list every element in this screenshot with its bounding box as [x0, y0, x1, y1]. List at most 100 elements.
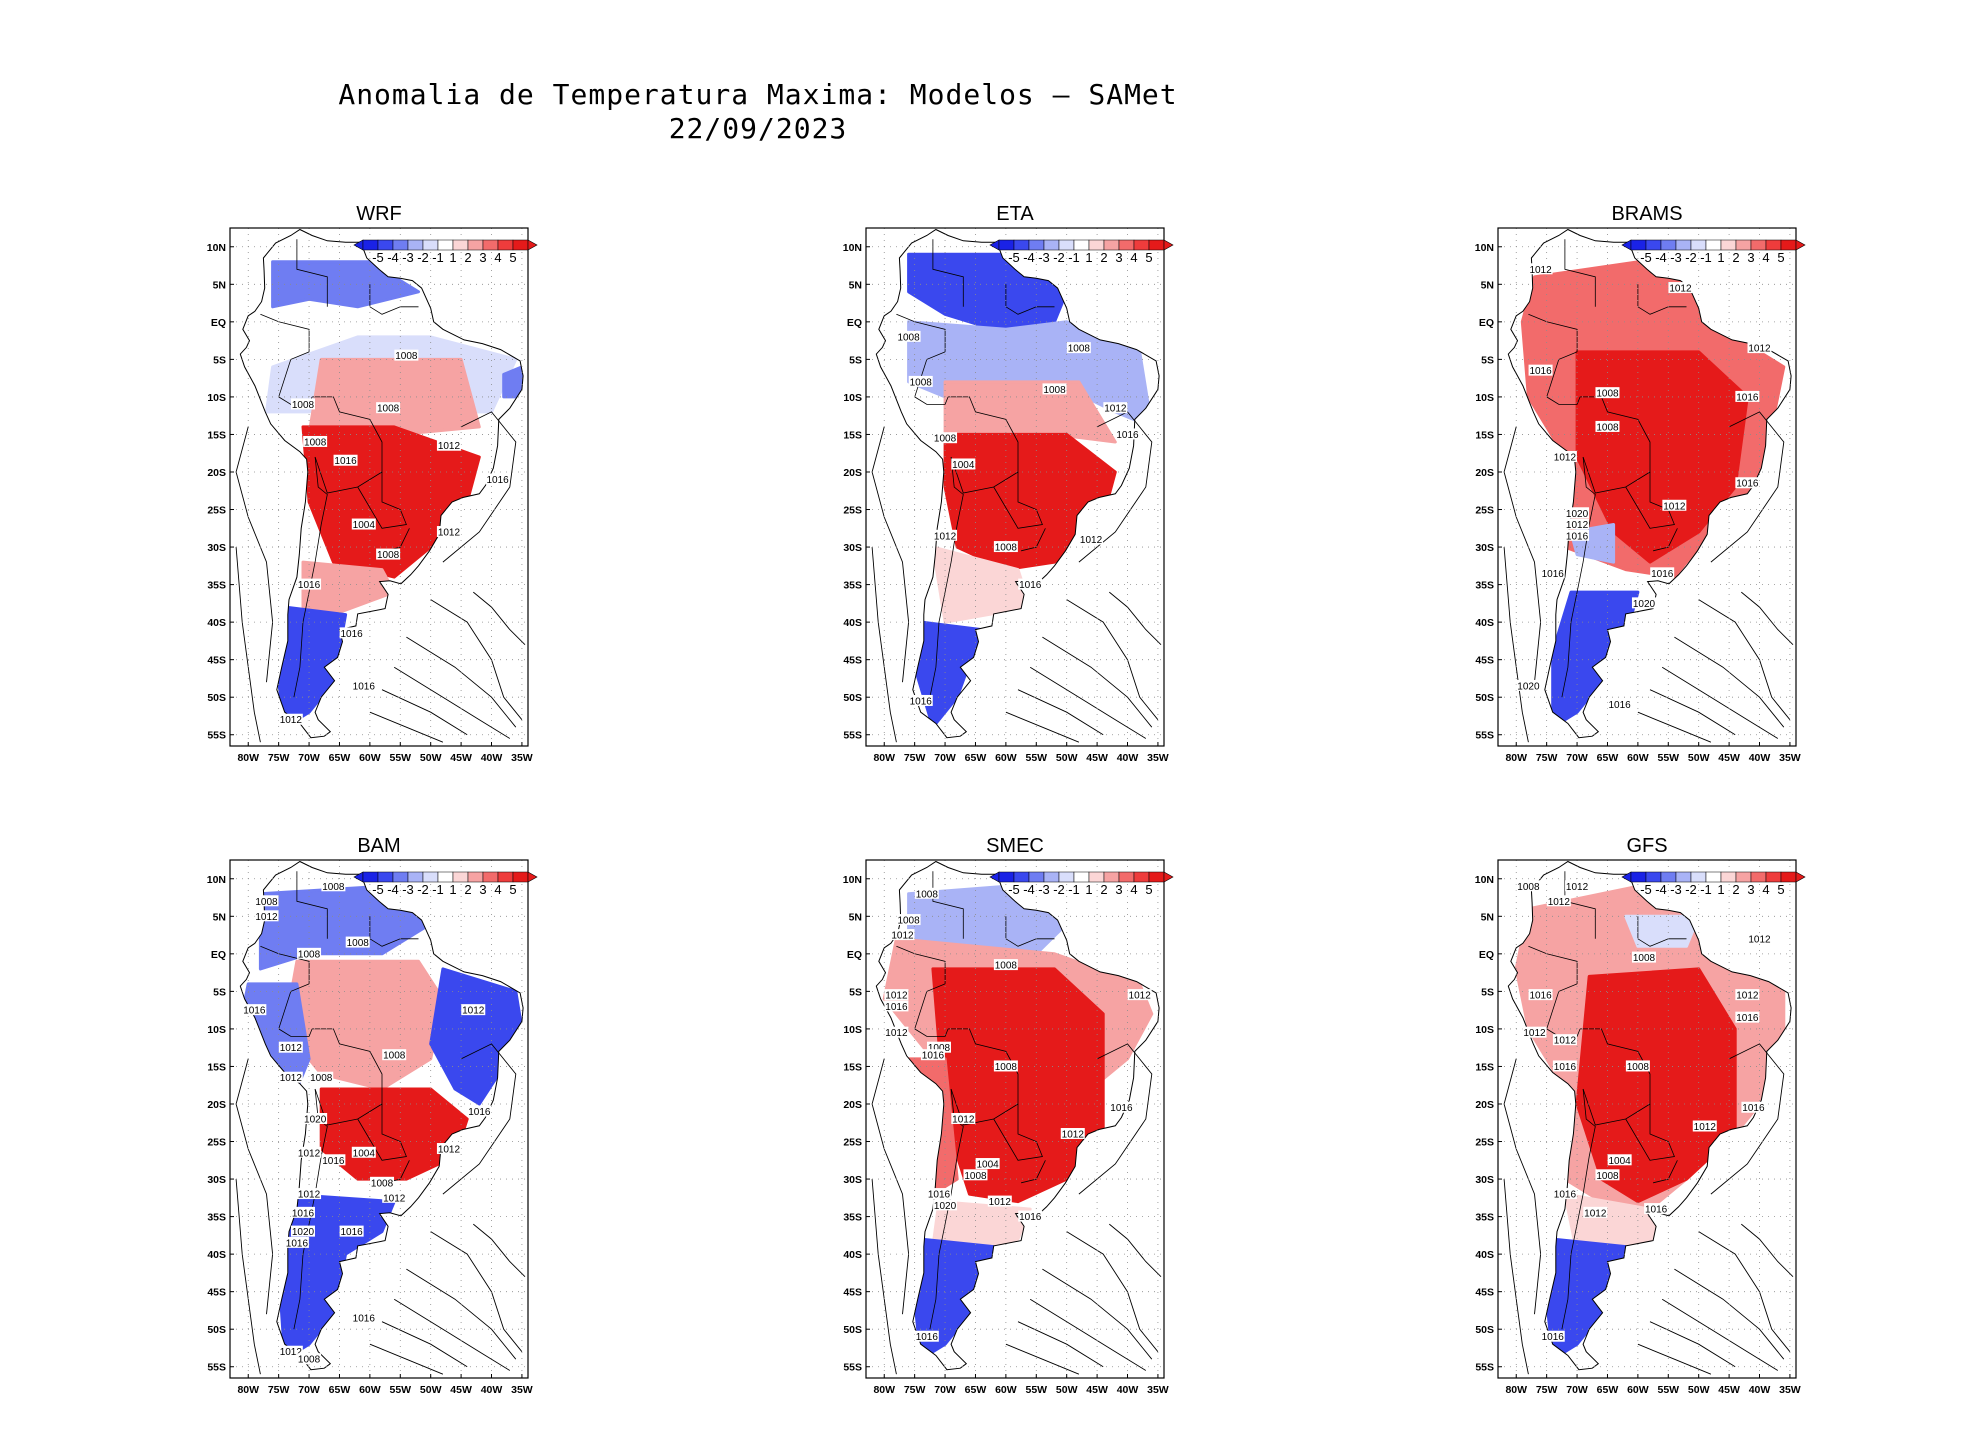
- lon-label: 35W: [1147, 752, 1169, 764]
- isobar-label-bg: [951, 1113, 976, 1124]
- isobar-label-bg: [1668, 282, 1693, 294]
- isobar-line: [1029, 1298, 1147, 1371]
- isobar-line: [430, 599, 523, 720]
- lon-label: 60W: [1627, 752, 1649, 764]
- isobar-line: [1078, 411, 1153, 563]
- isobar-label: 1008: [964, 1171, 987, 1182]
- lon-label: 55W: [389, 752, 411, 764]
- isobar-label-bg: [920, 1049, 945, 1061]
- lon-label: 80W: [1505, 1384, 1527, 1396]
- isobar-label: 1016: [243, 1006, 266, 1017]
- coastline: [875, 860, 1160, 1371]
- colorbar-swatch: [998, 239, 1015, 251]
- isobar-label-bg: [278, 713, 303, 725]
- isobar-label: 1012: [1129, 991, 1152, 1002]
- lat-label: 35S: [1475, 580, 1494, 592]
- panel-eta: ETA 1008 1008 1008 1008 1012 1016 1008 1004 1012 1…: [843, 203, 1174, 764]
- isobar-line: [235, 1058, 274, 1315]
- isobar-label: 1016: [1542, 569, 1565, 580]
- colorbar-swatch: [1750, 871, 1767, 883]
- lon-label: 65W: [1597, 752, 1619, 764]
- isobar-label-bg: [297, 1353, 322, 1365]
- colorbar-swatch: [1705, 871, 1722, 883]
- lat-label: 55S: [843, 1362, 862, 1374]
- isobar-label: 1008: [322, 882, 345, 893]
- isobar-label: 1016: [334, 456, 357, 467]
- colorbar-swatch: [1103, 871, 1120, 883]
- lat-label: 45S: [843, 1287, 862, 1299]
- lat-label: 30S: [1475, 1174, 1494, 1186]
- isobar-label-bg: [339, 1225, 364, 1237]
- colorbar-label: -5: [1008, 882, 1020, 897]
- panel-frame: [229, 227, 529, 747]
- lat-label: 35S: [207, 1212, 226, 1224]
- colorbar-swatch: [1720, 871, 1737, 883]
- isobar-line: [1741, 1223, 1794, 1278]
- lat-label: 25S: [1475, 1137, 1494, 1149]
- isobar-line: [1503, 547, 1529, 743]
- isobar-label: 1008: [255, 897, 278, 908]
- isobar-label: 1012: [1566, 882, 1589, 893]
- isobar-label-bg: [297, 578, 322, 590]
- anomaly-region: [1575, 967, 1737, 1204]
- lat-label: 25S: [843, 1137, 862, 1149]
- lon-label: 50W: [1056, 752, 1078, 764]
- isobar-label: 1008: [928, 1043, 951, 1054]
- isobar-label: 1016: [1609, 700, 1632, 711]
- lon-label: 35W: [1147, 1384, 1169, 1396]
- lon-label: 65W: [965, 752, 987, 764]
- isobar-label: 1016: [1019, 580, 1042, 591]
- colorbar-label: -1: [432, 882, 444, 897]
- lon-label: 70W: [1566, 1384, 1588, 1396]
- colorbar-label: -5: [372, 882, 384, 897]
- colorbar-swatch: [1780, 871, 1797, 883]
- isobar-label: 1012: [1529, 265, 1552, 276]
- isobar-label: 1016: [1542, 1332, 1565, 1343]
- country-border: [1580, 396, 1651, 494]
- isobar-label: 1008: [1596, 422, 1619, 433]
- isobar-line: [1649, 689, 1736, 736]
- isobar-label-bg: [908, 375, 933, 387]
- colorbar-swatch: [1118, 239, 1135, 251]
- lat-label: 10N: [207, 242, 226, 254]
- isobar-label: 1016: [1566, 531, 1589, 542]
- isobar-label: 1012: [891, 931, 914, 942]
- isobar-label: 1020: [1566, 509, 1589, 520]
- colorbar-swatch: [1028, 871, 1045, 883]
- isobar-label-bg: [1565, 880, 1590, 892]
- isobar-label-bg: [933, 529, 958, 541]
- country-border: [1564, 239, 1596, 307]
- isobar-label-bg: [1595, 420, 1620, 432]
- isobar-label: 1012: [1104, 404, 1127, 415]
- colorbar-swatch: [1660, 871, 1677, 883]
- panel-title-brams: BRAMS: [1611, 203, 1682, 225]
- colorbar-label: 1: [449, 250, 456, 265]
- isobar-label: 1012: [1080, 535, 1103, 546]
- isobar-label: 1012: [255, 912, 278, 923]
- colorbar-label: -3: [1038, 882, 1050, 897]
- colorbar-swatch: [1133, 239, 1150, 251]
- figure-title-line1: Anomalia de Temperatura Maxima: Modelos …: [338, 78, 1177, 111]
- lat-label: 20S: [1475, 1099, 1494, 1111]
- country-border: [896, 945, 946, 984]
- isobar-label-bg: [290, 1206, 315, 1218]
- panel-title-smec: SMEC: [986, 835, 1044, 857]
- isobar-line: [235, 1179, 261, 1375]
- panel-smec: SMEC100810081012100810121012101610121008…: [843, 835, 1174, 1396]
- isobar-line: [1698, 1231, 1791, 1352]
- lat-label: 30S: [843, 542, 862, 554]
- colorbar-label: 1: [1717, 250, 1724, 265]
- colorbar-label: -1: [1068, 882, 1080, 897]
- isobar-label-bg: [351, 1146, 376, 1158]
- isobar-label-bg: [1127, 989, 1152, 1001]
- isobar-label-bg: [933, 1199, 958, 1211]
- lat-label: 45S: [843, 655, 862, 667]
- isobar-line: [1649, 1321, 1736, 1368]
- panel-wrf: WRF 1008 1008 1008 1008 1012 1016 1016 1004 1008 1…: [207, 203, 538, 764]
- country-border: [896, 313, 946, 352]
- lon-label: 75W: [268, 752, 290, 764]
- lon-label: 80W: [1505, 752, 1527, 764]
- isobar-label: 1008: [1596, 389, 1619, 400]
- lon-label: 60W: [1627, 1384, 1649, 1396]
